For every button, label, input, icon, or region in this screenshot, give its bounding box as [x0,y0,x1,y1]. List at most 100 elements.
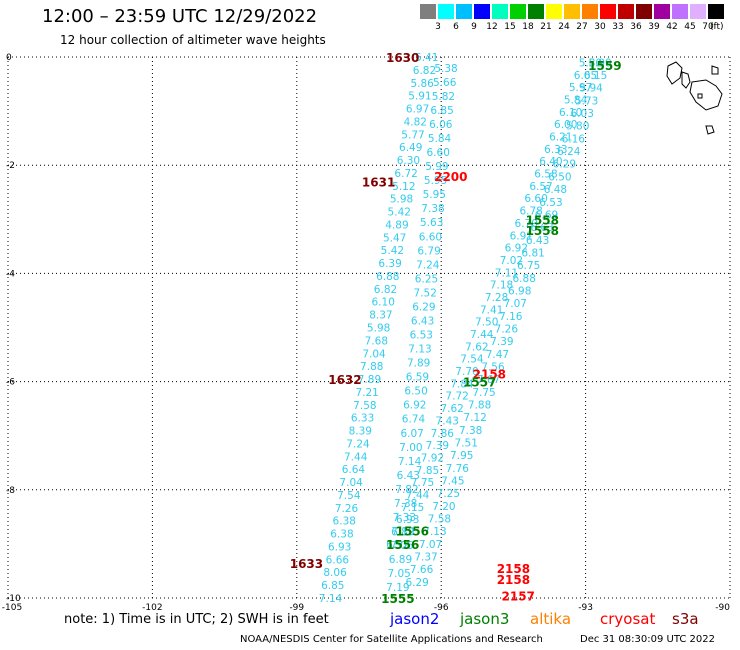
color-scale-swatch [600,4,616,19]
swh-value-label: 6.50 [404,386,427,398]
swh-value-label: 8.39 [349,426,372,438]
swh-value-label: 7.67 [477,374,500,386]
swh-value-label: 6.33 [544,144,567,156]
x-tick-label: -96 [434,603,449,613]
pass-time-label: 2158 [497,562,530,576]
swh-value-label: 7.51 [455,437,478,449]
swh-value-label: 5.97 [569,82,592,94]
color-scale-swatch [672,4,688,19]
color-scale-label: 3 [435,22,441,32]
swh-value-label: 6.15 [584,70,607,82]
island-coastline [666,61,683,85]
pass-time-label: 1556 [396,524,429,538]
swh-value-label: 5.41 [415,52,438,64]
swh-value-label: 6.57 [529,181,552,193]
color-scale-label: 24 [558,22,570,32]
swh-value-label: 5.73 [575,95,598,107]
swh-value-label: 7.38 [459,425,482,437]
swh-value-label: 7.39 [490,336,513,348]
color-scale-swatch [654,4,670,19]
swh-value-label: 7.72 [445,391,468,403]
swh-value-label: 6.05 [574,70,597,82]
swh-value-label: 7.07 [504,298,527,310]
swh-value-label: 6.63 [530,222,553,234]
swh-value-label: 5.77 [401,129,424,141]
swh-value-label: 6.10 [559,107,582,119]
swh-value-label: 6.70 [515,218,538,230]
swh-value-label: 6.06 [429,119,453,131]
color-scale-label: 9 [471,22,477,32]
swh-value-label: 7.24 [346,438,370,450]
island-coastline [711,65,719,75]
y-tick-label: 0 [6,53,12,63]
swh-value-label: 7.14 [319,593,343,605]
swh-value-label: 6.66 [326,554,350,566]
color-scale-swatch [456,4,472,19]
pass-time-label: 1558 [526,224,559,238]
swh-value-label: 6.53 [539,197,562,209]
swh-value-label: 7.89 [358,374,381,386]
swh-value-label: 7.25 [437,488,460,500]
swh-value-label: 5.94 [579,83,603,95]
color-scale-swatch [474,4,490,19]
swh-value-label: 6.07 [400,428,423,440]
swh-value-label: 7.89 [407,358,430,370]
swh-value-label: 7.18 [490,280,513,292]
swh-value-label: 6.10 [372,297,395,309]
swh-value-label: 7.12 [463,412,486,424]
satellite-legend-jason2: jason2 [390,610,440,628]
swh-value-label: 6.93 [396,514,419,526]
swh-value-label: 5.63 [420,217,443,229]
swh-value-label: 6.59 [406,372,429,384]
swh-value-label: 7.38 [421,203,444,215]
swh-value-label: 7.13 [408,344,431,356]
y-tick-label: -2 [6,161,15,171]
satellite-legend-s3a: s3a [672,610,699,628]
island-coastline [697,93,703,99]
swh-value-label: 5.82 [432,91,455,103]
chart-subtitle: 12 hour collection of altimeter wave hei… [60,33,326,47]
swh-value-label: 6.74 [402,414,426,426]
color-scale-swatch [708,4,724,19]
swh-value-label: 7.04 [362,348,386,360]
swh-value-label: 7.88 [360,361,383,373]
swh-value-label: 6.33 [351,413,374,425]
swh-value-label: 6.16 [562,133,586,145]
pass-time-label: 1632 [328,373,361,387]
x-tick-label: -90 [715,603,730,613]
swh-value-label: 7.88 [468,399,491,411]
swh-value-label: 7.04 [339,477,363,489]
swh-value-label: 7.75 [411,477,434,489]
swh-value-label: 5.42 [381,245,404,257]
swh-value-label: 6.48 [544,184,567,196]
swh-value-label: 6.89 [389,554,412,566]
swh-value-label: 7.47 [486,349,509,361]
color-scale-label: 42 [666,22,678,32]
swh-value-label: 6.38 [333,516,356,528]
island-coastline [689,79,723,111]
swh-value-label: 6.82 [413,65,436,77]
swh-value-label: 7.24 [416,259,440,271]
color-scale-unit: (ft) [710,22,724,32]
swh-value-label: 7.26 [495,323,519,335]
swh-value-label: 7.07 [419,539,442,551]
chart-title: 12:00 – 23:59 UTC 12/29/2022 [42,6,318,27]
swh-value-label: 7.54 [337,490,361,502]
swh-value-label: 6.89 [391,527,414,539]
swh-value-label: 6.92 [505,243,528,255]
swh-value-label: 7.15 [401,502,424,514]
swh-value-label: 6.81 [521,247,544,259]
swh-value-label: 7.28 [485,292,508,304]
swh-value-label: 8.37 [369,310,392,322]
swh-value-label: 7.75 [472,387,495,399]
swh-value-label: 6.85 [430,105,453,117]
swh-value-label: 8.06 [323,567,347,579]
swh-value-label: 7.38 [394,498,417,510]
swh-value-label: 6.93 [328,541,351,553]
swh-value-label: 7.50 [475,317,498,329]
swh-value-label: 7.62 [440,403,463,415]
color-scale-swatch [690,4,706,19]
swh-value-label: 7.33 [393,512,416,524]
color-scale-swatch [438,4,454,19]
color-scale-swatch [636,4,652,19]
